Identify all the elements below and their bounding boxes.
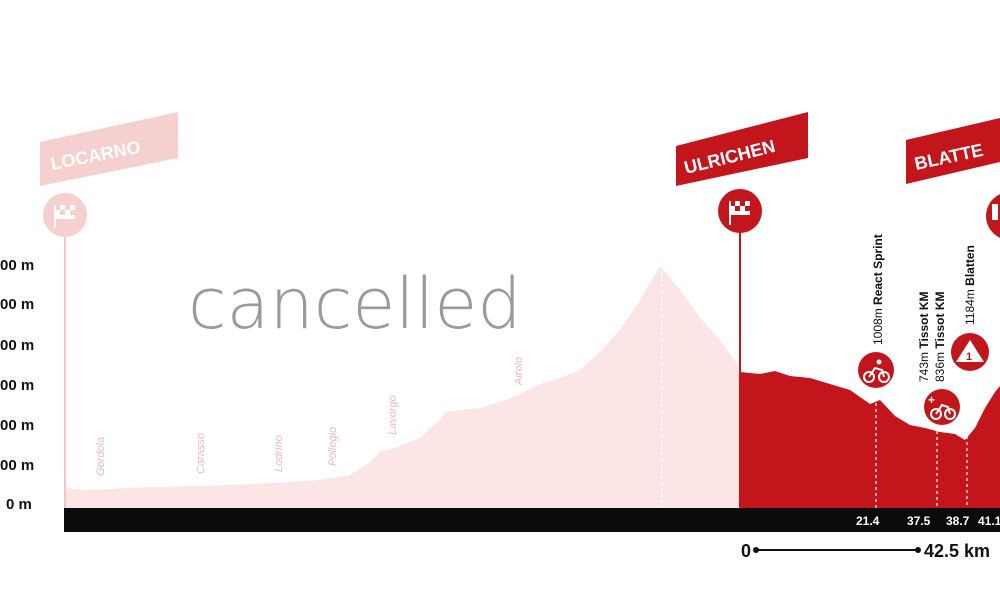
y-tick-label: 00 m <box>0 296 34 313</box>
town-label: Lodrino <box>273 435 285 472</box>
active-profile-area <box>740 371 1000 508</box>
scale-start-label: 0 <box>741 541 751 561</box>
km-marker: 21.4 <box>856 514 880 528</box>
town-label: Pollegio <box>327 427 339 466</box>
km-markers: 21.4 37.5 38.7 41.1 <box>856 514 1000 528</box>
scale-end-label: 42.5 km <box>924 541 990 561</box>
km-marker: 41.1 <box>978 514 1000 528</box>
y-tick-label: 00 m <box>0 417 34 434</box>
cancelled-profile-area <box>65 266 740 508</box>
event-label: 836m Tissot KM <box>933 292 947 383</box>
km-marker: 37.5 <box>907 514 931 528</box>
y-tick-label: 0 m <box>6 496 32 513</box>
start-town-flag: LOCARNO <box>40 112 178 186</box>
y-tick-label: 00 m <box>0 337 34 354</box>
climb-category-icon: 1 <box>951 333 989 371</box>
distance-scale: 0 42.5 km <box>741 541 990 561</box>
finish-flag-icon <box>718 189 762 233</box>
event-label: 743m Tissot KM <box>917 292 931 383</box>
summit-town-flag: BLATTE <box>906 118 1000 184</box>
summit-finish-icon <box>986 194 1000 238</box>
y-tick-label: 00 m <box>0 257 34 274</box>
y-tick-label: 00 m <box>0 377 34 394</box>
town-label: Carasso <box>195 433 207 474</box>
y-tick-label: 00 m <box>0 457 34 474</box>
distance-bar <box>64 508 1000 532</box>
climb-category-label: 1 <box>966 351 972 363</box>
event-label: 1184m Blatten <box>963 245 977 325</box>
town-label: Airolo <box>513 357 525 386</box>
event-label: 1008m React Sprint <box>871 234 885 345</box>
km-marker: 38.7 <box>946 514 970 528</box>
svg-text:+: + <box>928 393 935 407</box>
tissot-km-icon: + <box>924 389 960 425</box>
town-label: Gordola <box>95 437 107 476</box>
town-label: Lavorgo <box>387 395 399 435</box>
sprint-bike-icon <box>858 352 894 388</box>
y-axis-ticks: 00 m 00 m 00 m 00 m 00 m 00 m 0 m <box>0 257 34 513</box>
start-flag-icon <box>43 193 87 237</box>
event-labels: 1008m React Sprint 743m Tissot KM 836m T… <box>871 234 977 382</box>
finish-town-flag: ULRICHEN <box>676 112 808 186</box>
cancelled-label: cancelled <box>188 263 522 345</box>
town-labels: Gordola Carasso Lodrino Pollegio Lavorgo… <box>95 357 525 476</box>
